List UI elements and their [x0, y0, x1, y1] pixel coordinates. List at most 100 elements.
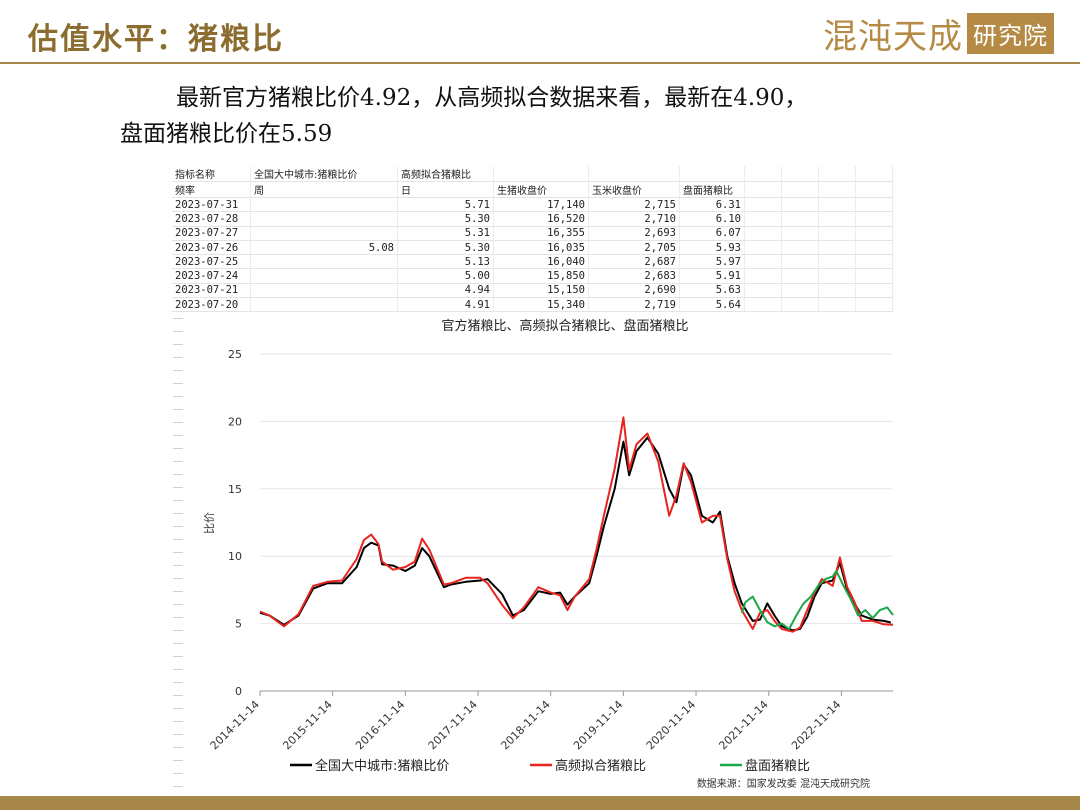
table-cell: 2023-07-28 — [172, 211, 251, 227]
table-empty-cell — [818, 166, 856, 182]
series-line — [259, 416, 894, 633]
table-empty-cell — [818, 181, 856, 198]
table-cell: 频率 — [172, 181, 251, 198]
table-cell: 2,683 — [588, 268, 680, 284]
legend-label: 高频拟合猪粮比 — [555, 758, 646, 774]
table-cell: 5.31 — [397, 226, 494, 241]
source-note: 数据来源：国家发改委 混沌天成研究院 — [697, 777, 870, 790]
table-cell: 4.91 — [397, 297, 494, 313]
table-cell — [588, 166, 680, 182]
table-cell: 2,719 — [588, 297, 680, 313]
table-cell: 盘面猪粮比 — [679, 181, 745, 198]
table-empty-cell — [781, 254, 819, 270]
x-tick-label: 2022-11-14 — [789, 698, 843, 752]
table-empty-cell — [744, 226, 782, 241]
y-tick-label: 5 — [235, 618, 242, 631]
table-empty-cell — [781, 226, 819, 241]
table-cell — [250, 226, 398, 241]
table-empty-cell — [855, 283, 893, 299]
table-cell: 高频拟合猪粮比 — [397, 166, 494, 182]
x-tick-label: 2014-11-14 — [208, 698, 262, 752]
table-cell: 5.71 — [397, 197, 494, 213]
table-row: 2023-07-20 4.91 15,340 2,719 5.64 — [172, 297, 893, 313]
x-tick-label: 2019-11-14 — [571, 698, 625, 752]
y-axis-label: 比价 — [203, 512, 216, 534]
table-cell: 15,340 — [493, 297, 589, 313]
table-empty-cell — [744, 181, 782, 198]
table-empty-cell — [818, 268, 856, 284]
legend-label: 盘面猪粮比 — [745, 758, 810, 774]
x-tick-label: 2015-11-14 — [280, 698, 334, 752]
table-empty-cell — [855, 297, 893, 313]
table-row: 2023-07-25 5.13 16,040 2,687 5.97 — [172, 254, 893, 270]
table-empty-cell — [818, 254, 856, 270]
table-empty-cell — [781, 181, 819, 198]
table-row: 2023-07-24 5.00 15,850 2,683 5.91 — [172, 268, 893, 284]
table-cell: 周 — [250, 181, 398, 198]
table-cell: 2023-07-27 — [172, 226, 251, 241]
company-logo: 混沌天成 研究院 — [823, 12, 1054, 57]
table-cell: 2023-07-24 — [172, 268, 251, 284]
legend-label: 全国大中城市:猪粮比价 — [315, 758, 449, 774]
x-tick-label: 2020-11-14 — [644, 698, 698, 752]
table-cell: 2,693 — [588, 226, 680, 241]
table-cell: 5.08 — [250, 240, 398, 256]
series-line — [259, 436, 892, 632]
y-tick-label: 15 — [228, 483, 242, 496]
table-cell: 2,705 — [588, 240, 680, 256]
table-cell: 指标名称 — [172, 166, 251, 182]
table-cell: 2023-07-20 — [172, 297, 251, 313]
table-empty-cell — [744, 297, 782, 313]
table-cell: 6.31 — [679, 197, 745, 213]
summary-text: 最新官方猪粮比价4.92，从高频拟合数据来看，最新在4.90， 盘面猪粮比价在5… — [120, 80, 980, 152]
table-empty-cell — [744, 268, 782, 284]
table-cell: 4.94 — [397, 283, 494, 299]
table-cell: 5.64 — [679, 297, 745, 313]
table-cell — [250, 211, 398, 227]
table-empty-cell — [781, 166, 819, 182]
table-cell: 生猪收盘价 — [493, 181, 589, 198]
series-line — [740, 570, 894, 630]
table-cell: 5.30 — [397, 240, 494, 256]
table-empty-cell — [781, 197, 819, 213]
table-cell — [250, 197, 398, 213]
table-cell: 5.63 — [679, 283, 745, 299]
table-empty-cell — [818, 297, 856, 313]
table-empty-cell — [818, 197, 856, 213]
summary-line-1: 最新官方猪粮比价4.92，从高频拟合数据来看，最新在4.90， — [176, 85, 808, 111]
table-row: 2023-07-28 5.30 16,520 2,710 6.10 — [172, 211, 893, 227]
table-cell: 17,140 — [493, 197, 589, 213]
table-cell: 2023-07-31 — [172, 197, 251, 213]
table-cell — [250, 254, 398, 270]
data-table: 指标名称 全国大中城市:猪粮比价 高频拟合猪粮比 频率周日生猪收盘价 玉米收盘价 盘面猪粮… — [172, 166, 893, 313]
x-tick-label: 2018-11-14 — [498, 698, 552, 752]
table-header-row: 频率周日生猪收盘价 玉米收盘价 盘面猪粮比 — [172, 181, 893, 198]
table-empty-cell — [781, 268, 819, 284]
table-cell: 5.00 — [397, 268, 494, 284]
chart-title: 官方猪粮比、高频拟合猪粮比、盘面猪粮比 — [441, 318, 688, 334]
summary-line-2: 盘面猪粮比价在5.59 — [120, 121, 333, 147]
table-empty-cell — [818, 283, 856, 299]
table-empty-cell — [781, 240, 819, 256]
table-empty-cell — [744, 166, 782, 182]
table-row: 2023-07-21 4.94 15,150 2,690 5.63 — [172, 283, 893, 299]
header-divider — [0, 62, 1080, 64]
table-empty-cell — [781, 211, 819, 227]
table-empty-cell — [818, 226, 856, 241]
y-tick-label: 10 — [228, 550, 242, 563]
table-empty-cell — [744, 240, 782, 256]
table-cell: 5.93 — [679, 240, 745, 256]
table-cell: 6.10 — [679, 211, 745, 227]
table-empty-cell — [818, 240, 856, 256]
table-cell: 6.07 — [679, 226, 745, 241]
table-row: 2023-07-26 5.08 5.30 16,035 2,705 5.93 — [172, 240, 893, 256]
x-tick-label: 2017-11-14 — [426, 698, 480, 752]
table-cell: 2023-07-26 — [172, 240, 251, 256]
table-empty-cell — [855, 197, 893, 213]
table-cell: 2,715 — [588, 197, 680, 213]
table-cell: 16,040 — [493, 254, 589, 270]
table-cell: 日 — [397, 181, 494, 198]
table-cell: 2,690 — [588, 283, 680, 299]
logo-badge: 研究院 — [967, 12, 1054, 54]
